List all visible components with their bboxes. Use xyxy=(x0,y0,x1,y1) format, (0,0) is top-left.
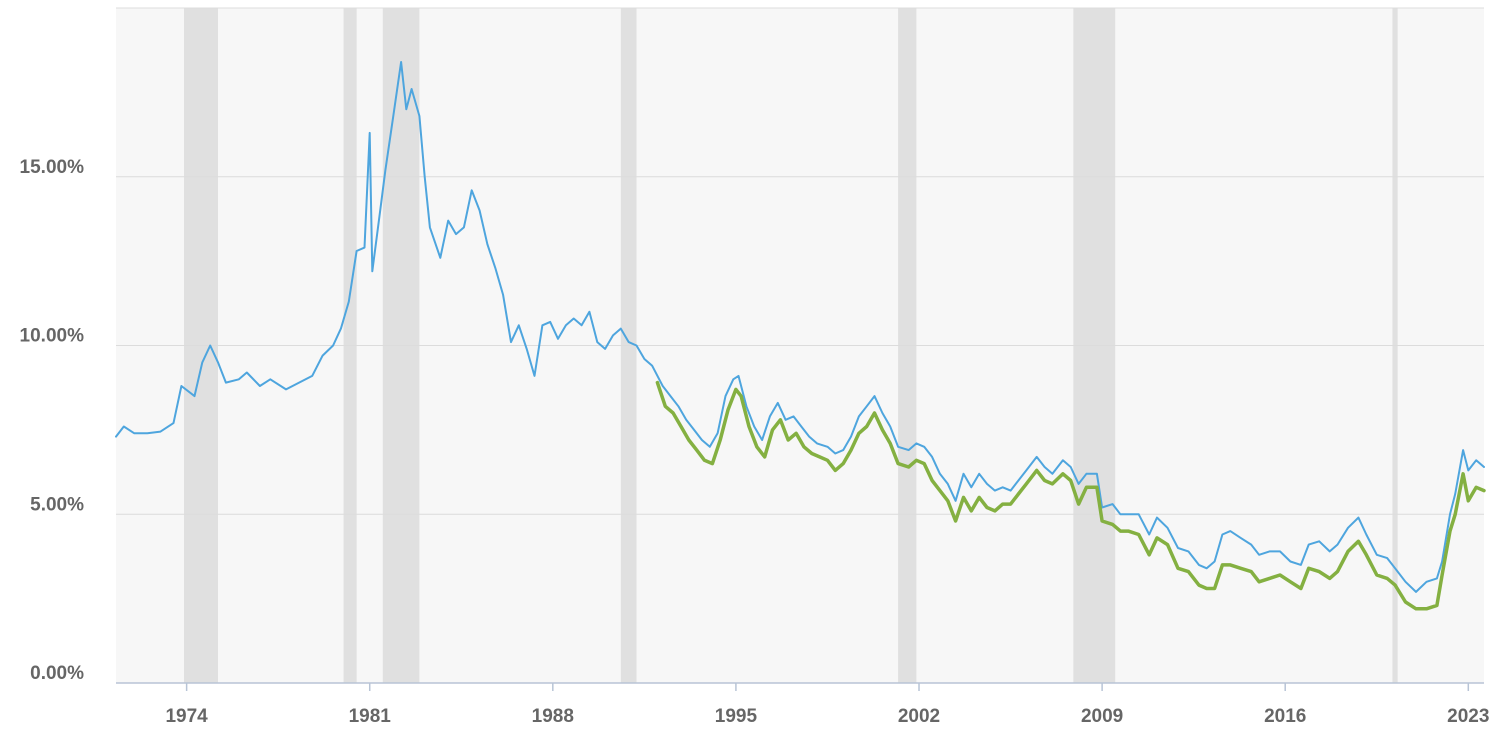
x-tick-label: 1981 xyxy=(349,706,392,727)
x-tick-label: 1974 xyxy=(165,706,208,727)
x-tick-label: 1995 xyxy=(715,706,758,727)
gridlines xyxy=(116,7,1484,515)
x-tick-labels: 1974 1981 1988 1995 2002 2009 2016 2023 xyxy=(165,683,1489,727)
x-tick-label: 2009 xyxy=(1081,706,1123,727)
x-tick-label: 2023 xyxy=(1447,706,1489,727)
x-tick-label: 2002 xyxy=(898,706,940,727)
series-line-1 xyxy=(115,61,1485,593)
x-tick-label: 2016 xyxy=(1264,706,1306,727)
series-line-2 xyxy=(655,380,1486,611)
y-tick-label: 5.00% xyxy=(30,494,84,515)
y-tick-label: 15.00% xyxy=(20,157,85,178)
y-tick-label: 10.00% xyxy=(20,326,85,347)
y-tick-label: 0.00% xyxy=(30,663,84,684)
y-tick-labels: 0.00% 5.00% 10.00% 15.00% xyxy=(20,157,85,684)
series-lines xyxy=(115,61,1486,611)
x-tick-label: 1988 xyxy=(532,706,574,727)
